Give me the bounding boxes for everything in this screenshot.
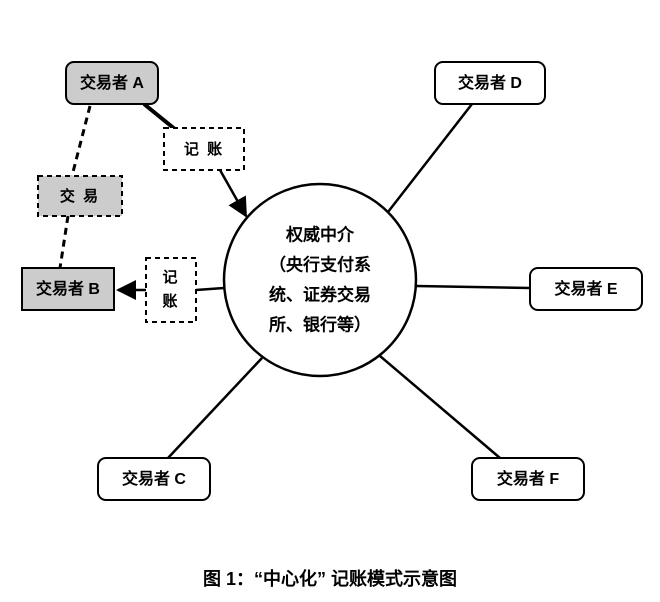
- center-label-line3: 统、证券交易: [269, 284, 371, 304]
- node-A-label: 交易者 A: [80, 73, 144, 92]
- aux-ledger2: 记 账: [146, 258, 196, 322]
- node-B-label: 交易者 B: [36, 279, 100, 298]
- center-label-line1: 权威中介: [285, 224, 355, 244]
- node-B: 交易者 B: [22, 268, 114, 310]
- edge-center-C: [168, 358, 262, 458]
- node-E: 交易者 E: [530, 268, 642, 310]
- edge-ledger2-center: [196, 288, 224, 290]
- center-circle: [224, 184, 416, 376]
- node-A: 交易者 A: [66, 62, 158, 104]
- node-C: 交易者 C: [98, 458, 210, 500]
- aux-ledger2-rect: [146, 258, 196, 322]
- edge-trade-B: [60, 216, 68, 268]
- figure-caption: 图 1：“中心化” 记账模式示意图: [203, 568, 457, 589]
- center-label-line4: 所、银行等）: [269, 314, 371, 334]
- edge-center-D: [388, 104, 472, 212]
- center-label-line2: （央行支付系: [269, 254, 371, 274]
- diagram-svg: 权威中介 （央行支付系 统、证券交易 所、银行等） 交易者 A 交易者 D 交易…: [0, 0, 660, 602]
- edge-ledger1-center: [220, 170, 246, 216]
- aux-ledger2-label-l2: 账: [162, 293, 179, 310]
- node-D-label: 交易者 D: [458, 73, 522, 92]
- node-F: 交易者 F: [472, 458, 584, 500]
- aux-ledger2-label-l1: 记: [162, 269, 179, 286]
- node-F-label: 交易者 F: [497, 469, 559, 488]
- edge-A-trade: [72, 106, 90, 176]
- edge-center-F: [380, 356, 500, 458]
- aux-trade: 交 易: [38, 176, 122, 216]
- node-D: 交易者 D: [435, 62, 545, 104]
- aux-ledger1: 记 账: [164, 128, 244, 170]
- node-E-label: 交易者 E: [554, 279, 617, 298]
- aux-trade-label: 交 易: [60, 187, 100, 205]
- aux-ledger1-label: 记 账: [184, 141, 224, 158]
- edge-A-ledger1: [144, 104, 176, 130]
- edge-center-E: [416, 286, 530, 288]
- diagram-stage: 权威中介 （央行支付系 统、证券交易 所、银行等） 交易者 A 交易者 D 交易…: [0, 0, 660, 602]
- node-C-label: 交易者 C: [122, 469, 186, 488]
- center-node: 权威中介 （央行支付系 统、证券交易 所、银行等）: [224, 184, 416, 376]
